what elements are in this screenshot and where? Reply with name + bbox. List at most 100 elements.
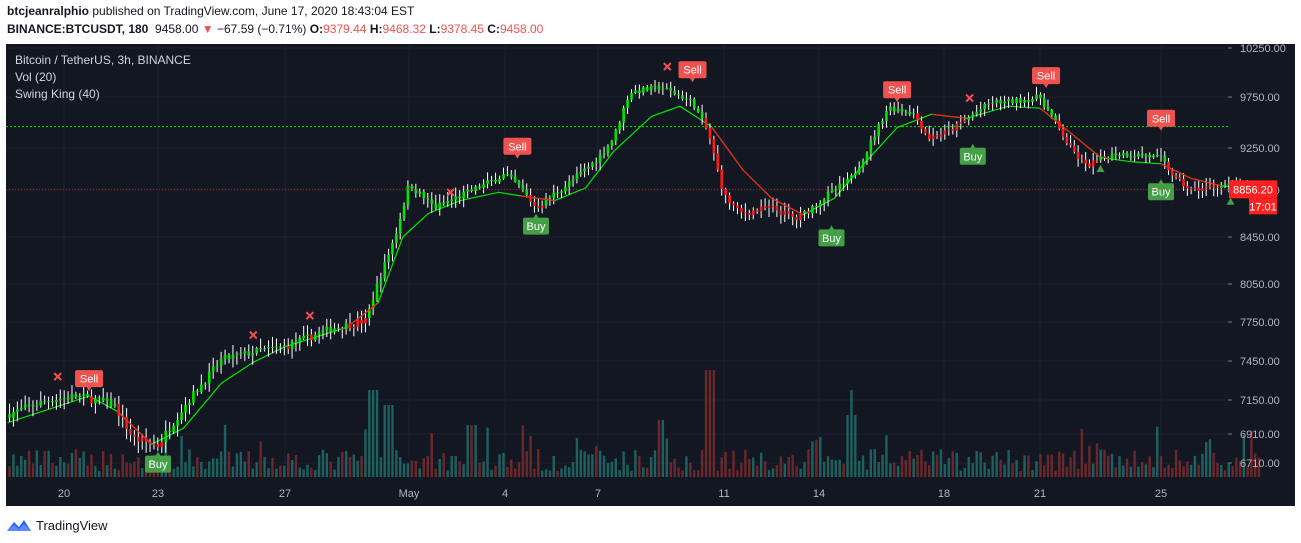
legend-swing-king[interactable]: Swing King (40) (15, 87, 100, 101)
candle-body (939, 134, 943, 137)
volume-bar (704, 370, 708, 477)
candle-body (1023, 99, 1026, 103)
volume-bar (720, 457, 723, 477)
volume-bar (239, 451, 243, 477)
volume-bar (395, 450, 398, 477)
candle-body (751, 210, 755, 215)
volume-bar (869, 449, 873, 477)
volume-bar (834, 460, 838, 477)
candle-body (1137, 153, 1140, 157)
volume-bar (1039, 454, 1042, 477)
candlestick-chart[interactable]: SellBuySellBuySellBuySellBuySellSellBuy … (0, 43, 1301, 507)
candle-body (430, 199, 434, 205)
volume-bar (728, 468, 731, 477)
volume-bar (1035, 461, 1038, 477)
cross-marker-icon (249, 330, 258, 340)
legend-volume[interactable]: Vol (20) (15, 70, 56, 84)
candle-body (1065, 137, 1069, 144)
volume-bar (141, 468, 144, 477)
candle-body (1122, 153, 1125, 156)
volume-bar (196, 456, 199, 477)
candle-body (371, 300, 375, 309)
x-axis-tick-label: 14 (813, 488, 825, 500)
volume-bar (430, 433, 433, 477)
candle-body (1099, 156, 1103, 161)
candle-body (583, 168, 586, 172)
close-label: C: (487, 22, 500, 36)
volume-bar (176, 466, 179, 477)
volume-bar (889, 463, 892, 477)
candle-body (137, 436, 140, 442)
volume-bar (290, 459, 294, 477)
candle-body (1189, 188, 1193, 190)
candle-body (818, 203, 822, 207)
candle-body (506, 174, 509, 176)
candle-body (192, 390, 195, 403)
volume-bar (1058, 451, 1061, 477)
buy-badge-label: Buy (963, 151, 982, 163)
volume-bar (383, 405, 386, 477)
volume-bar (556, 470, 559, 477)
buy-pointer-icon (1158, 179, 1164, 185)
price-axis[interactable] (1228, 44, 1295, 477)
volume-bar (1197, 464, 1200, 477)
candle-body (454, 196, 457, 200)
candle-body (755, 210, 759, 212)
volume-bar (767, 470, 771, 477)
candle-body (211, 366, 215, 372)
candle-body (963, 120, 967, 123)
close-value: 9458.00 (499, 22, 544, 36)
candle-body (321, 330, 325, 333)
candle-body (426, 198, 430, 200)
candle-body (598, 154, 602, 163)
footer-brand-name: TradingView (36, 517, 108, 533)
volume-bar (364, 429, 367, 477)
candle-body (239, 353, 243, 355)
footer-brand[interactable]: TradingView (6, 515, 108, 535)
volume-bar (517, 462, 521, 477)
candle-body (904, 111, 908, 113)
candle-body (1003, 101, 1006, 104)
candle-body (533, 201, 536, 207)
candle-body (610, 140, 614, 146)
candle-body (857, 167, 861, 174)
volume-bar (426, 455, 429, 477)
volume-bar (779, 456, 783, 477)
candle-body (1031, 98, 1034, 102)
volume-bar (1054, 470, 1057, 477)
candle-body (498, 178, 501, 182)
candle-body (661, 88, 665, 90)
volume-bar (1231, 466, 1234, 477)
candle-body (47, 401, 50, 403)
volume-bar (857, 460, 861, 477)
candle-body (1103, 156, 1106, 159)
y-axis-tick-label: 7750.00 (1240, 317, 1280, 329)
candle-body (474, 186, 477, 192)
candle-body (410, 186, 414, 190)
chart-area[interactable]: Sell Buy Sell Buy Sell Buy Sell Buy Sell Sell Buy … (0, 43, 1301, 507)
volume-bar (614, 458, 617, 477)
candle-body (379, 278, 383, 284)
volume-bar (618, 470, 621, 477)
volume-bar (43, 451, 46, 477)
candle-body (873, 136, 877, 141)
volume-bar (321, 449, 325, 477)
candle-body (180, 412, 183, 420)
volume-bar (529, 435, 532, 477)
candle-body (402, 205, 406, 219)
author-name[interactable]: btcjeanralphio (7, 4, 90, 18)
candle-body (172, 425, 175, 432)
volume-bar (1182, 466, 1185, 477)
volume-bar (1023, 455, 1026, 477)
candle-body (109, 398, 113, 407)
time-axis[interactable] (6, 477, 1295, 506)
legend-title: Bitcoin / TetherUS, 3h, BINANCE (15, 53, 191, 67)
x-axis-tick-label: 21 (1034, 488, 1046, 500)
swing-king-segment-down (771, 197, 804, 216)
volume-bar (418, 468, 422, 477)
candle-body (31, 405, 35, 407)
candle-body (51, 401, 54, 403)
volume-bar (16, 465, 19, 477)
candle-body (681, 95, 684, 100)
buy-badge (818, 229, 845, 247)
